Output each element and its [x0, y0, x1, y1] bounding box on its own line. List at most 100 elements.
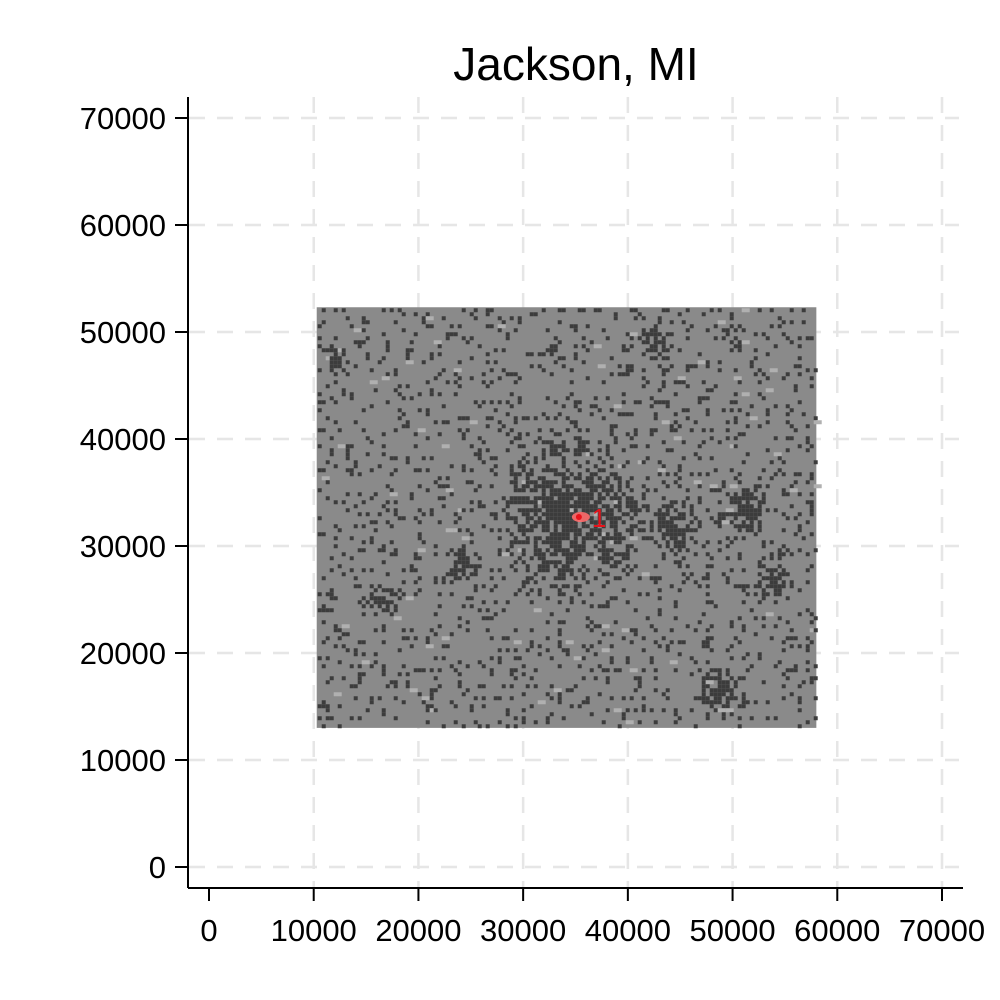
developed-cell [757, 392, 762, 397]
developed-cell [621, 716, 626, 721]
developed-cell [661, 368, 666, 373]
developed-cell [665, 532, 670, 537]
developed-cell [565, 584, 570, 589]
developed-cell [637, 312, 642, 317]
developed-cell [709, 676, 714, 681]
developed-cell [617, 488, 622, 493]
developed-cell [381, 588, 386, 593]
light-cell [601, 624, 610, 629]
developed-cell [761, 556, 766, 561]
developed-cell [413, 444, 418, 449]
developed-cell [749, 664, 754, 669]
developed-cell [641, 368, 646, 373]
light-cell [621, 628, 630, 633]
developed-cell [333, 544, 338, 549]
developed-cell [705, 628, 710, 633]
developed-cell [729, 348, 734, 353]
developed-cell [565, 536, 570, 541]
developed-cell [381, 672, 386, 677]
developed-cell [809, 532, 814, 537]
developed-cell [497, 656, 502, 661]
developed-cell [369, 368, 374, 373]
developed-cell [509, 516, 514, 521]
developed-cell [505, 412, 510, 417]
developed-cell [417, 508, 422, 513]
developed-cell [333, 644, 338, 649]
developed-cell [501, 348, 506, 353]
developed-cell [529, 556, 534, 561]
light-cell [425, 644, 434, 649]
developed-cell [597, 548, 602, 553]
developed-cell [609, 524, 614, 529]
developed-cell [689, 508, 694, 513]
developed-cell [577, 492, 582, 497]
developed-cell [429, 696, 434, 701]
developed-cell [701, 676, 706, 681]
developed-cell [525, 540, 530, 545]
developed-cell [353, 684, 358, 689]
developed-cell [533, 312, 538, 317]
developed-cell [365, 336, 370, 341]
developed-cell [533, 496, 538, 501]
developed-cell [617, 560, 622, 565]
light-cell [717, 320, 726, 325]
developed-cell [625, 504, 630, 509]
developed-cell [585, 524, 590, 529]
developed-cell [525, 500, 530, 505]
developed-cell [341, 500, 346, 505]
developed-cell [461, 556, 466, 561]
developed-cell [629, 308, 634, 313]
developed-cell [529, 516, 534, 521]
developed-cell [457, 568, 462, 573]
developed-cell [749, 508, 754, 513]
developed-cell [333, 400, 338, 405]
developed-cell [709, 436, 714, 441]
developed-cell [345, 632, 350, 637]
developed-cell [549, 712, 554, 717]
developed-cell [685, 336, 690, 341]
developed-cell [561, 512, 566, 517]
developed-cell [405, 672, 410, 677]
developed-cell [597, 520, 602, 525]
developed-cell [629, 504, 634, 509]
developed-cell [465, 564, 470, 569]
developed-cell [373, 492, 378, 497]
developed-cell [317, 336, 322, 341]
developed-cell [521, 416, 526, 421]
developed-cell [705, 552, 710, 557]
developed-cell [557, 320, 562, 325]
developed-cell [549, 544, 554, 549]
developed-cell [421, 512, 426, 517]
developed-cell [757, 508, 762, 513]
developed-cell [325, 480, 330, 485]
developed-cell [741, 700, 746, 705]
developed-cell [585, 324, 590, 329]
developed-cell [677, 380, 682, 385]
developed-cell [741, 504, 746, 509]
developed-cell [513, 540, 518, 545]
developed-cell [449, 568, 454, 573]
light-cell [441, 444, 450, 449]
developed-cell [661, 516, 666, 521]
developed-cell [573, 476, 578, 481]
developed-cell [769, 584, 774, 589]
developed-cell [765, 352, 770, 357]
developed-cell [553, 512, 558, 517]
developed-cell [625, 484, 630, 489]
developed-cell [561, 472, 566, 477]
developed-cell [417, 588, 422, 593]
developed-cell [561, 480, 566, 485]
developed-cell [705, 412, 710, 417]
developed-cell [553, 452, 558, 457]
developed-cell [561, 520, 566, 525]
developed-cell [557, 592, 562, 597]
developed-cell [705, 684, 710, 689]
developed-cell [577, 548, 582, 553]
developed-cell [613, 492, 618, 497]
developed-cell [737, 616, 742, 621]
developed-cell [641, 332, 646, 337]
developed-cell [477, 436, 482, 441]
developed-cell [573, 452, 578, 457]
developed-cell [469, 480, 474, 485]
light-cell [641, 572, 650, 577]
